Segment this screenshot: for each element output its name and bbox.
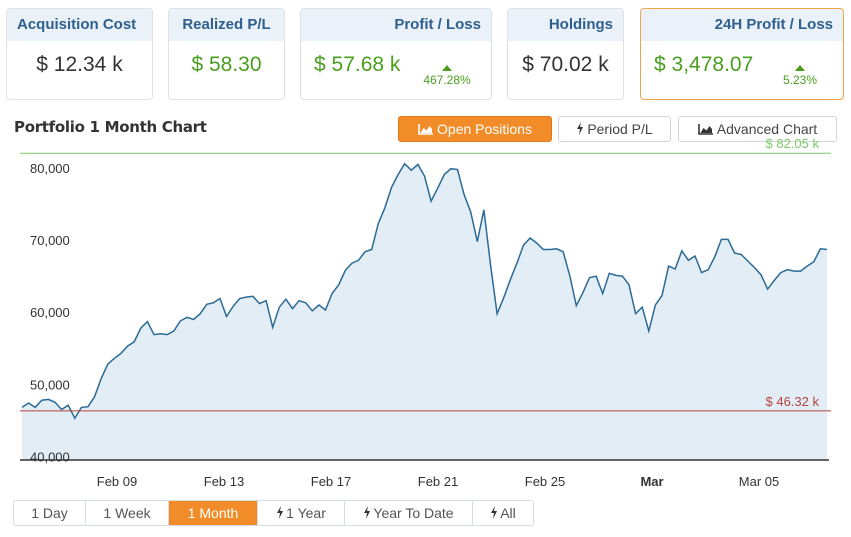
x-tick-label: Feb 13 [204,474,244,489]
range-1-year-button[interactable]: 1 Year [258,501,345,525]
period-pl-label: Period P/L [587,121,653,137]
range-1-month-button[interactable]: 1 Month [169,501,258,525]
profit-loss-card: Profit / Loss $ 57.68 k 467.28% [300,8,492,100]
open-positions-label: Open Positions [437,121,532,137]
x-tick-label: Feb 21 [418,474,458,489]
x-tick-label: Feb 09 [97,474,137,489]
lightning-bolt-icon [491,506,498,519]
profit-loss-label: Profit / Loss [301,9,491,41]
triangle-up-icon [442,65,452,71]
24h-profit-loss-card: 24H Profit / Loss $ 3,478.07 5.23% [640,8,844,100]
range-all-button[interactable]: All [473,501,533,525]
advanced-chart-button[interactable]: Advanced Chart [678,116,837,142]
range-1-day-button[interactable]: 1 Day [14,501,86,525]
triangle-up-icon [795,65,805,71]
range-1-month-label: 1 Month [187,505,239,521]
range-year-to-date-button[interactable]: Year To Date [345,501,473,525]
x-tick-label: Mar [640,474,663,489]
acquisition-cost-card: Acquisition Cost $ 12.34 k [6,8,153,100]
y-tick-label: 60,000 [30,305,70,320]
y-tick-label: 40,000 [30,449,70,464]
y-tick-label: 80,000 [30,161,70,176]
x-tick-label: Feb 25 [525,474,565,489]
holdings-card: Holdings $ 70.02 k [507,8,624,100]
open-positions-button[interactable]: Open Positions [398,116,552,142]
x-tick-label: Mar 05 [739,474,779,489]
profit-loss-value: $ 57.68 k [314,53,401,76]
area-chart-icon [697,124,713,135]
24h-profit-loss-value: $ 3,478.07 [654,53,754,76]
acquisition-cost-label: Acquisition Cost [7,9,152,41]
range-all-label: All [500,505,516,521]
holdings-value: $ 70.02 k [522,53,609,76]
range-1-year-label: 1 Year [286,505,326,521]
period-pl-button[interactable]: Period P/L [558,116,671,142]
24h-profit-loss-change: 5.23% [770,65,830,87]
area-fill [22,163,827,460]
range-1-day-label: 1 Day [31,505,68,521]
profit-loss-percent: 467.28% [423,73,471,87]
realized-pl-value: $ 58.30 [191,53,262,76]
advanced-chart-label: Advanced Chart [716,121,818,137]
range-selector: 1 Day 1 Week 1 Month 1 Year Year To Date… [13,500,534,526]
lightning-bolt-icon [577,122,584,135]
24h-profit-loss-label: 24H Profit / Loss [641,9,843,41]
range-year-to-date-label: Year To Date [373,505,454,521]
24h-profit-loss-percent: 5.23% [782,73,818,87]
range-1-week-button[interactable]: 1 Week [86,501,169,525]
holdings-label: Holdings [508,9,623,41]
acquisition-cost-value: $ 12.34 k [36,53,123,76]
range-1-week-label: 1 Week [103,505,151,521]
chart-title: Portfolio 1 Month Chart [14,118,207,136]
profit-loss-change: 467.28% [417,65,477,87]
realized-pl-card: Realized P/L $ 58.30 [168,8,285,100]
y-tick-label: 50,000 [30,377,70,392]
realized-pl-label: Realized P/L [169,9,284,41]
x-tick-label: Feb 17 [311,474,351,489]
area-chart-icon [418,124,434,135]
lightning-bolt-icon [364,506,371,519]
series-line [21,162,828,420]
y-tick-label: 70,000 [30,233,70,248]
lightning-bolt-icon [277,506,284,519]
low-reference-label: $ 46.32 k [766,394,820,409]
